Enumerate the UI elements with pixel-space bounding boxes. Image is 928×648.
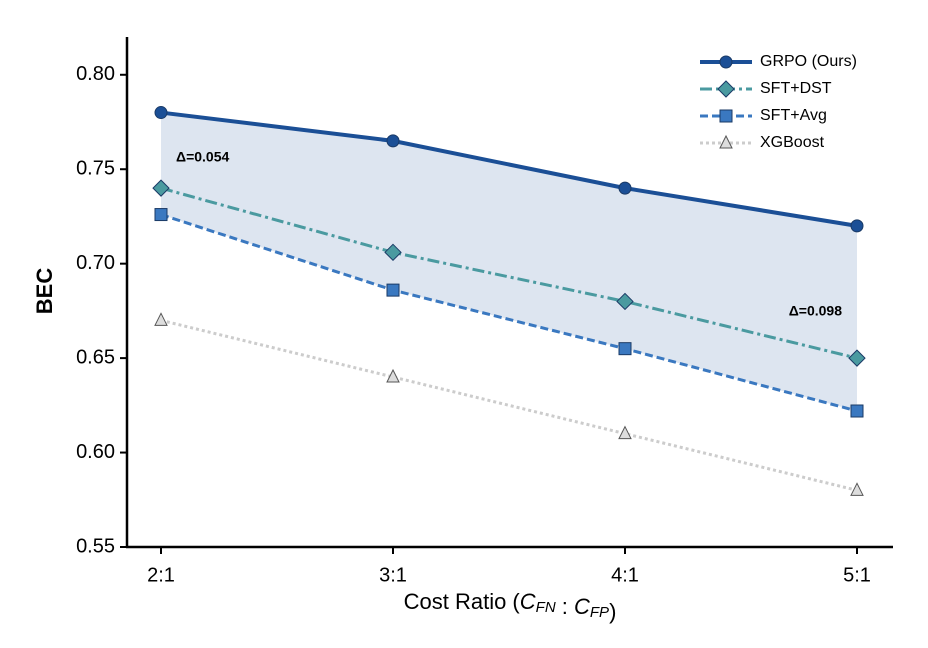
legend-marker	[719, 134, 733, 149]
legend-marker	[719, 55, 733, 69]
annotation: Δ=0.054	[176, 149, 229, 165]
point	[618, 181, 632, 195]
point	[386, 283, 400, 297]
y-tick-label: 0.75	[76, 158, 115, 180]
point	[616, 292, 634, 311]
point	[850, 404, 864, 418]
legend-marker	[719, 109, 733, 123]
y-tick-label: 0.80	[76, 63, 115, 85]
x-tick-label: 3:1	[379, 564, 407, 586]
point	[154, 312, 168, 326]
x-tick-label: 2:1	[147, 564, 175, 586]
point	[386, 134, 400, 148]
series-line	[160, 213, 858, 413]
point	[386, 368, 400, 383]
point	[850, 482, 864, 496]
y-tick-label: 0.70	[76, 252, 115, 274]
point	[618, 425, 632, 440]
series-line	[160, 110, 858, 228]
legend-marker	[717, 80, 735, 98]
annotation: Δ=0.098	[789, 303, 842, 319]
point	[152, 179, 170, 197]
x-tick-label: 4:1	[611, 564, 639, 586]
point	[154, 106, 168, 120]
x-tick-label: 5:1	[843, 564, 871, 586]
point	[848, 349, 866, 367]
x-axis-label: Cost Ratio (CFN : CFP)	[404, 589, 617, 624]
point	[154, 208, 168, 222]
gap-area	[161, 112, 857, 412]
series-line	[160, 186, 858, 360]
y-tick-label: 0.60	[76, 441, 115, 463]
point	[850, 219, 864, 233]
legend-label: GRPO (Ours)	[760, 53, 857, 70]
point	[384, 243, 402, 262]
legend-label: SFT+Avg	[760, 107, 827, 124]
legend-label: SFT+DST	[760, 80, 832, 97]
y-axis-label: BEC	[32, 268, 57, 315]
legend-label: XGBoost	[760, 134, 825, 151]
y-tick-label: 0.55	[76, 535, 115, 557]
point	[618, 342, 632, 356]
y-tick-label: 0.65	[76, 346, 115, 368]
